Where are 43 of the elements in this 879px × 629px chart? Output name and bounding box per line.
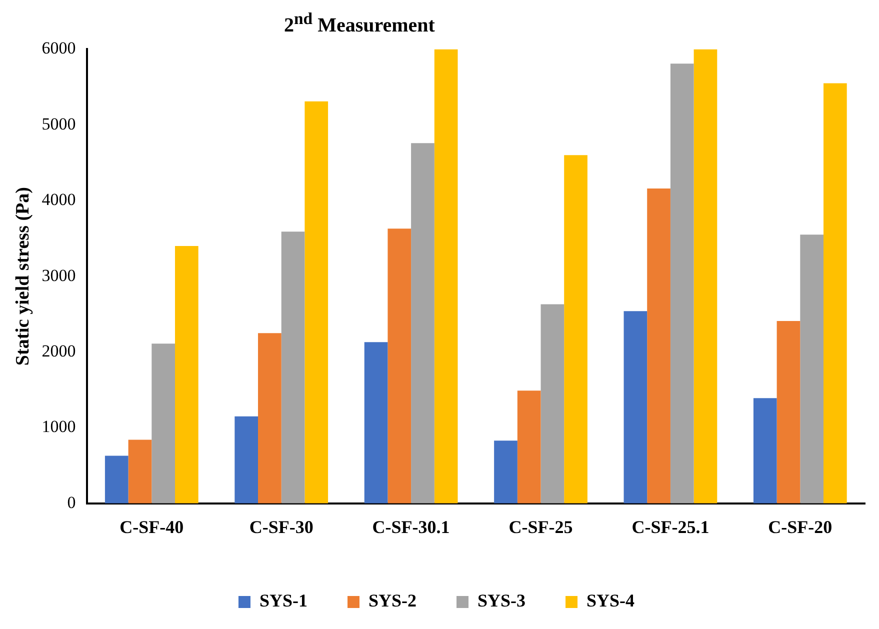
bar — [258, 333, 282, 504]
bar — [564, 155, 588, 504]
y-tick-label: 5000 — [42, 114, 76, 134]
bar — [434, 49, 458, 504]
bar — [304, 101, 328, 504]
bar — [411, 143, 434, 504]
x-tick-label: C-SF-20 — [768, 516, 832, 537]
bar — [670, 64, 694, 504]
bar — [540, 304, 564, 504]
chart-title: 2$^{nd}$ Measurement — [283, 8, 436, 37]
bar — [647, 188, 670, 504]
y-tick-label: 0 — [67, 492, 76, 512]
legend-label: SYS-2 — [368, 590, 416, 611]
y-tick-label: 6000 — [42, 38, 76, 58]
x-tick-label: C-SF-25.1 — [632, 516, 710, 537]
bar — [800, 234, 824, 504]
bar — [128, 440, 152, 504]
bar — [624, 311, 648, 504]
legend-label: SYS-1 — [259, 590, 308, 611]
bar — [388, 228, 412, 504]
bar — [517, 390, 541, 504]
x-tick-label: C-SF-25 — [508, 516, 573, 537]
y-tick-label: 4000 — [42, 190, 76, 210]
bar — [174, 246, 198, 504]
bar — [694, 49, 718, 504]
bar — [823, 83, 847, 504]
x-tick-label: C-SF-30.1 — [372, 516, 450, 537]
legend-label: SYS-3 — [478, 590, 526, 611]
bar — [234, 416, 258, 504]
bar — [364, 342, 388, 504]
y-tick-label: 1000 — [42, 417, 76, 436]
x-tick-label: C-SF-40 — [120, 516, 184, 537]
y-axis-title: Static yield stress (Pa) — [12, 187, 34, 366]
bar — [776, 320, 800, 504]
y-tick-label: 3000 — [42, 266, 76, 285]
x-tick-label: C-SF-30 — [249, 516, 314, 537]
bar — [753, 398, 777, 504]
bar — [494, 440, 518, 504]
bar — [152, 344, 175, 504]
legend-label: SYS-4 — [586, 590, 635, 611]
y-tick-label: 2000 — [42, 341, 76, 360]
bar — [281, 232, 305, 504]
bar — [104, 456, 128, 504]
